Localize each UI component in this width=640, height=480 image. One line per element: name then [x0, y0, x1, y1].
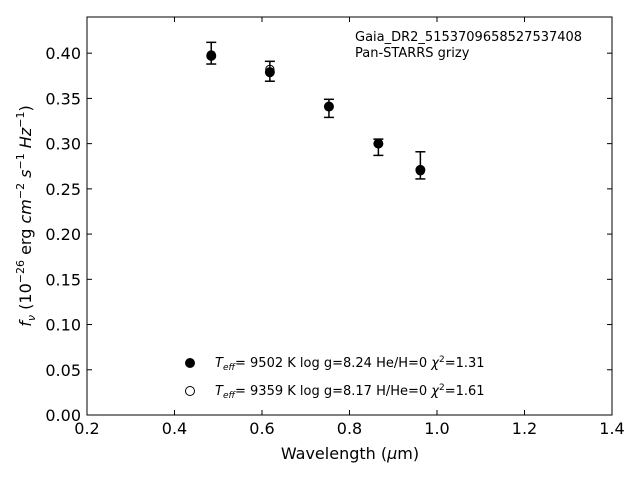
y-tick-label: 0.30	[45, 135, 81, 154]
x-tick-label: 0.8	[337, 419, 362, 438]
error-bars	[206, 41, 426, 180]
point-filled	[323, 101, 334, 112]
point-filled	[373, 138, 384, 149]
x-tick-label: 0.6	[249, 419, 274, 438]
legend-marker-open	[185, 386, 195, 396]
x-tick-label: 0.4	[162, 419, 187, 438]
x-tick-label: 1.2	[512, 419, 537, 438]
y-tick-label: 0.05	[45, 361, 81, 380]
data-points	[206, 50, 426, 176]
point-filled	[206, 50, 217, 61]
point-filled	[264, 67, 275, 78]
legend: Teff= 9502 K log g=8.24 He/H=0 χ2=1.31 T…	[185, 355, 485, 401]
annotation-line-2: Pan-STARRS grizy	[355, 46, 470, 61]
y-tick-label: 0.35	[45, 89, 81, 108]
y-tick-label: 0.40	[45, 44, 81, 63]
legend-entry-2: Teff= 9359 K log g=8.17 H/He=0 χ2=1.61	[215, 383, 485, 401]
x-tick-label: 1.4	[599, 419, 624, 438]
y-tick-label: 0.10	[45, 316, 81, 335]
axis-ticks: 0.2 0.4 0.6 0.8 1.0 1.2 1.4 0.00 0.05 0.10 0.15 0.2…	[45, 17, 625, 438]
legend-entry-1: Teff= 9502 K log g=8.24 He/H=0 χ2=1.31	[215, 355, 485, 373]
y-tick-label: 0.25	[45, 180, 81, 199]
y-tick-label: 0.20	[45, 225, 81, 244]
x-tick-label: 0.2	[74, 419, 99, 438]
x-tick-label: 1.0	[424, 419, 449, 438]
y-tick-label: 0.00	[45, 406, 81, 425]
annotation: Gaia_DR2_5153709658527537408 Pan-STARRS …	[355, 30, 582, 61]
x-axis-label: Wavelength (μm)	[281, 444, 419, 463]
point-filled	[415, 164, 426, 175]
annotation-line-1: Gaia_DR2_5153709658527537408	[355, 30, 582, 45]
y-axis-label: fν (10−26 erg cm−2 s−1 Hz−1)	[14, 105, 38, 326]
y-tick-label: 0.15	[45, 270, 81, 289]
legend-marker-filled	[185, 358, 195, 368]
